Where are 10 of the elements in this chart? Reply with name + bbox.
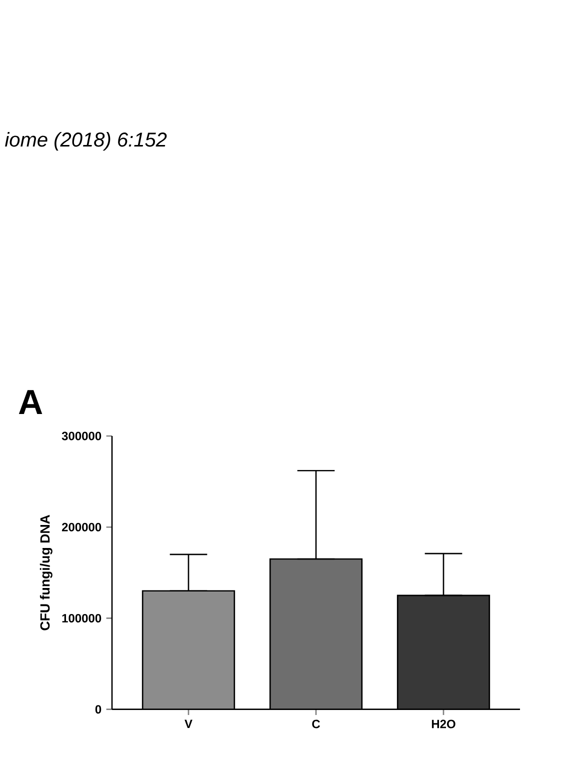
y-axis-title: CFU fungi/ug DNA — [40, 514, 52, 630]
y-tick-label: 0 — [95, 705, 102, 714]
y-tick-label: 100000 — [62, 614, 102, 622]
chart-title: A — [18, 390, 42, 414]
x-tick-label: C — [312, 720, 320, 728]
y-tick-label: 300000 — [62, 432, 102, 440]
y-tick-label: 200000 — [62, 522, 102, 532]
x-tick-label: V — [184, 720, 192, 728]
x-tick-label: H2O — [432, 720, 456, 728]
text: iome (2018) 6:152 — [5, 132, 167, 151]
